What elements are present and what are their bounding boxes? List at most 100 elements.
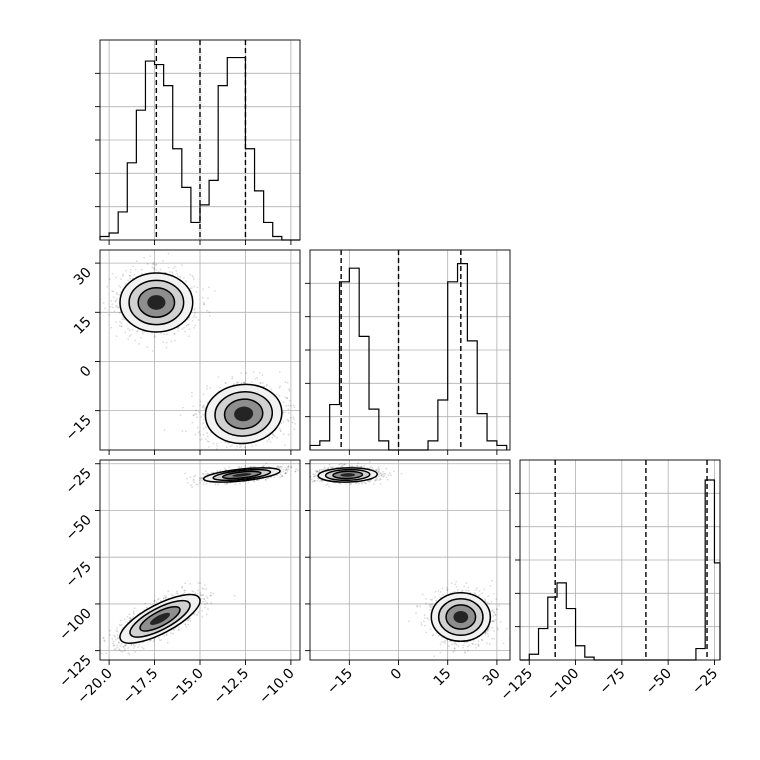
pair-1-0-point bbox=[154, 335, 156, 337]
pair-2-0-point bbox=[103, 636, 105, 639]
pair-2-0-point bbox=[183, 589, 186, 592]
pair-2-0-point bbox=[252, 479, 255, 482]
pair-1-0-point bbox=[118, 284, 120, 287]
pair-2-0-point bbox=[192, 479, 195, 482]
pair-1-0-point bbox=[129, 277, 132, 280]
pair-2-0-point bbox=[196, 483, 199, 486]
pair-2-0-point bbox=[124, 649, 126, 652]
pair-1-0-point bbox=[202, 433, 205, 436]
pair-1-0-point bbox=[122, 316, 124, 319]
pair-1-0-point bbox=[193, 314, 196, 317]
pair-2-0-point bbox=[163, 635, 166, 637]
pair-1-0-density-fill bbox=[234, 406, 254, 422]
pair-1-0-point bbox=[171, 273, 174, 276]
pair-1-0-point bbox=[127, 279, 129, 282]
pair-2-0-point bbox=[122, 645, 125, 648]
pair-1-0-point bbox=[251, 445, 254, 448]
pair-1-0-point bbox=[177, 275, 179, 277]
pair-1-0-point bbox=[288, 389, 291, 392]
pair-1-0-point bbox=[115, 305, 117, 308]
pair-1-0-point bbox=[250, 381, 253, 383]
pair-2-0-point bbox=[184, 623, 187, 626]
pair-1-0-point bbox=[162, 341, 165, 344]
pair-2-0-point bbox=[201, 601, 204, 603]
pair-2-0-point bbox=[192, 590, 195, 593]
pair-2-0-point bbox=[276, 465, 279, 468]
pair-1-0-point bbox=[225, 446, 228, 448]
pair-1-0-point bbox=[272, 433, 274, 436]
pair-1-0-point bbox=[194, 413, 196, 415]
pair-1-0-point bbox=[191, 274, 194, 277]
pair-1-0-point bbox=[278, 427, 281, 430]
pair-1-0-point bbox=[202, 404, 205, 407]
pair-2-0-point bbox=[128, 617, 131, 619]
pair-1-0-point bbox=[177, 327, 180, 329]
pair-1-0-point bbox=[104, 307, 106, 310]
pair-1-0-point bbox=[219, 386, 222, 389]
pair-2-0-point bbox=[165, 633, 168, 636]
pair-2-0-point bbox=[238, 467, 241, 469]
pair-2-0-point bbox=[233, 594, 236, 597]
pair-1-0-point bbox=[194, 307, 196, 310]
pair-1-0-point bbox=[196, 286, 199, 288]
pair-1-0-point bbox=[199, 404, 202, 407]
pair-2-0-point bbox=[204, 603, 207, 606]
pair-2-0-point bbox=[176, 590, 178, 593]
pair-1-0-point bbox=[187, 324, 189, 326]
pair-1-0-point bbox=[261, 374, 264, 376]
pair-1-0-point bbox=[155, 269, 158, 271]
pair-1-0-point bbox=[181, 430, 184, 432]
pair-2-0-density-fill bbox=[149, 612, 171, 625]
pair-1-0-point bbox=[224, 382, 227, 384]
pair-1-0-point bbox=[163, 429, 166, 431]
pair-1-0-point bbox=[122, 275, 124, 277]
pair-1-0-point bbox=[202, 414, 204, 416]
pair-2-0-point bbox=[195, 614, 198, 617]
pair-2-0-point bbox=[180, 586, 183, 589]
pair-1-0-point bbox=[301, 405, 303, 407]
pair-1-0-point bbox=[202, 422, 205, 424]
pair-2-0-point bbox=[138, 644, 141, 646]
pair-2-0-point bbox=[132, 644, 135, 646]
pair-1-0-point bbox=[134, 268, 137, 271]
pair-1-0-point bbox=[287, 419, 290, 422]
pair-2-0-point bbox=[137, 646, 139, 648]
pair-2-0-point bbox=[111, 637, 114, 640]
pair-1-0-point bbox=[190, 391, 193, 394]
pair-1-0-point bbox=[292, 404, 295, 407]
pair-2-0-point bbox=[197, 589, 200, 592]
pair-1-0-point bbox=[121, 318, 124, 321]
pair-1-0-point bbox=[193, 326, 196, 329]
pair-2-0-point bbox=[105, 652, 107, 655]
pair-1-0-point bbox=[278, 370, 281, 373]
pair-1-0-point bbox=[149, 255, 152, 258]
pair-2-0-point bbox=[210, 594, 213, 597]
pair-1-0-point bbox=[189, 287, 192, 290]
pair-2-0-point bbox=[281, 475, 283, 478]
pair-2-0-point bbox=[129, 617, 132, 619]
pair-2-0-point bbox=[119, 644, 122, 647]
pair-1-0-point bbox=[196, 416, 199, 418]
pair-1-0-point bbox=[265, 385, 268, 387]
pair-1-0-point bbox=[208, 446, 210, 448]
pair-1-0-point bbox=[206, 401, 209, 404]
pair-2-0-point bbox=[122, 646, 125, 648]
pair-2-0-point bbox=[206, 472, 209, 475]
pair-2-0-point bbox=[262, 464, 265, 467]
pair-2-0-point bbox=[167, 590, 170, 593]
pair-1-0-point bbox=[134, 339, 137, 342]
pair-1-0-point bbox=[202, 406, 204, 409]
pair-1-0-point bbox=[119, 286, 122, 289]
pair-2-0-point bbox=[196, 593, 199, 595]
pair-1-0-point bbox=[182, 406, 184, 409]
pair-1-0-point bbox=[203, 407, 206, 410]
pair-1-0-point bbox=[266, 440, 269, 443]
pair-1-0-point bbox=[284, 381, 287, 383]
pair-2-0-point bbox=[134, 651, 137, 653]
pair-1-0-point bbox=[243, 382, 246, 384]
pair-1-0-point bbox=[282, 433, 285, 436]
pair-1-0-point bbox=[256, 377, 258, 379]
pair-2-0-contour-line bbox=[139, 605, 181, 632]
pair-1-0-point bbox=[119, 320, 121, 323]
pair-2-0-point bbox=[205, 588, 208, 591]
